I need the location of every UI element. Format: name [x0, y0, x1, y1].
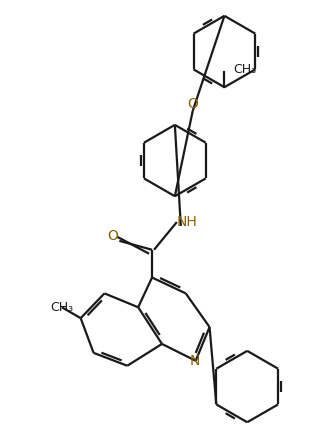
Text: CH₃: CH₃ — [233, 63, 257, 76]
Text: NH: NH — [176, 215, 197, 229]
Text: N: N — [190, 354, 200, 368]
Text: CH₃: CH₃ — [50, 301, 73, 314]
Text: O: O — [187, 97, 198, 111]
Text: O: O — [107, 229, 118, 243]
